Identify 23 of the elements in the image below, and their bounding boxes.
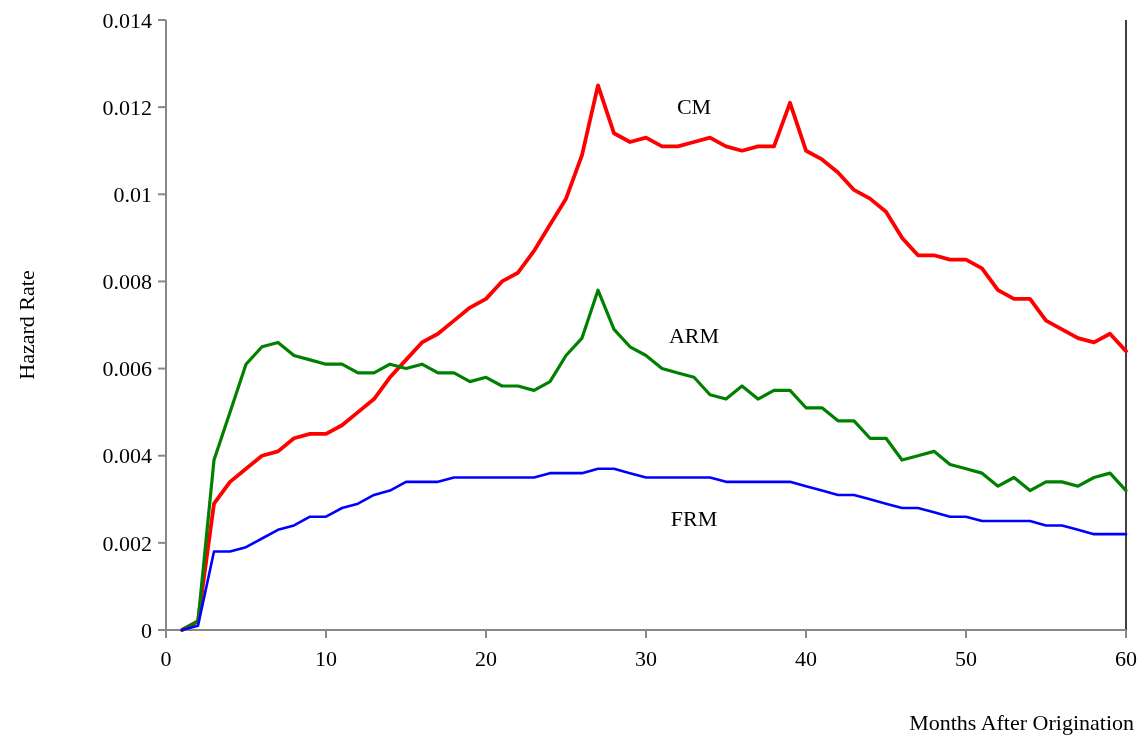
series-label: ARM [668,323,720,349]
line-series [180,467,1128,632]
line-series [180,83,1128,632]
x-tick-label: 0 [160,646,172,671]
y-tick-label: 0.012 [102,94,152,120]
y-tick-label: 0.004 [102,443,152,469]
y-tick-label: 0 [141,617,152,643]
y-tick-label: 0.01 [113,181,152,207]
line-series [180,288,1128,632]
x-tick-label: 30 [635,646,657,671]
x-axis-title: Months After Origination [909,710,1134,735]
x-tick-label: 10 [315,646,337,671]
y-tick-label: 0.006 [102,356,152,382]
series-label: CM [676,94,712,119]
y-axis-title: Hazard Rate [14,270,39,380]
x-tick-label: 60 [1115,646,1137,671]
x-tick-label: 40 [795,646,817,671]
x-tick-label: 50 [955,646,977,671]
y-tick-label: 0.002 [102,530,152,556]
y-tick-label: 0.008 [102,269,152,295]
y-tick-label: 0.014 [102,7,152,33]
x-tick-label: 20 [475,646,497,671]
series-label: FRM [670,505,718,531]
